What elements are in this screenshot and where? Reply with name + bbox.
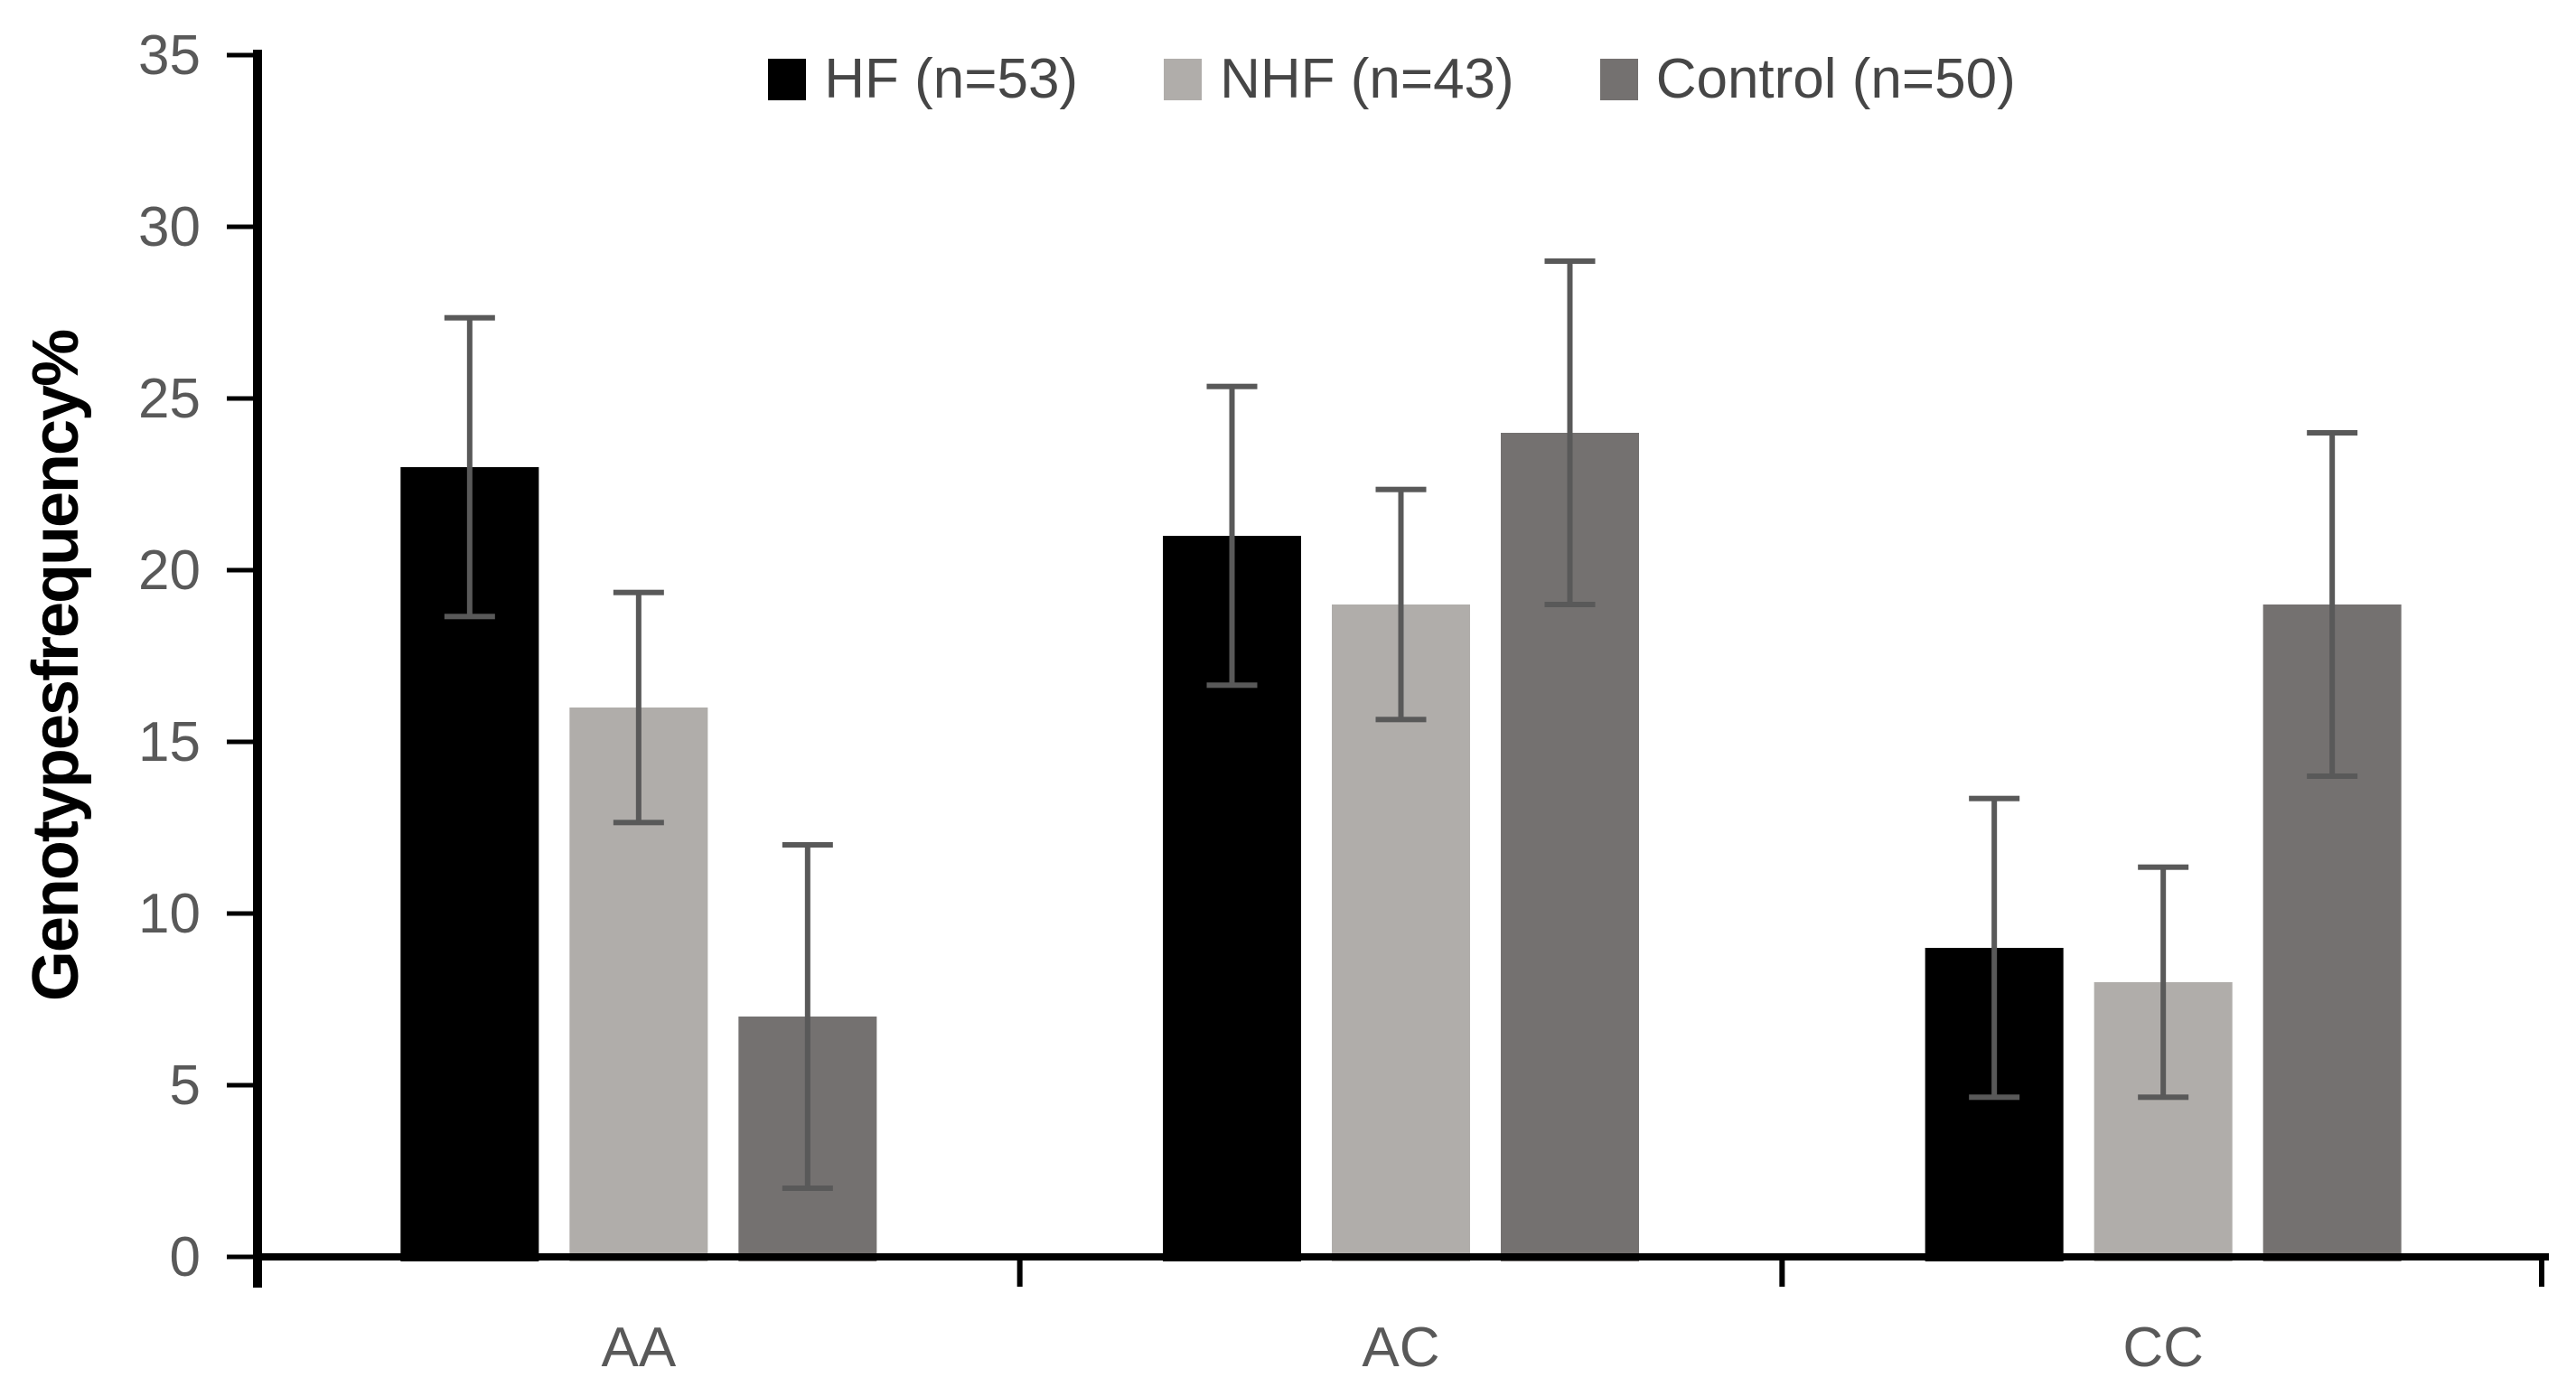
error-bar-cap-top bbox=[1206, 383, 1258, 389]
y-tick bbox=[227, 911, 253, 916]
y-tick-label: 25 bbox=[138, 368, 201, 430]
error-bar-line bbox=[635, 592, 642, 823]
y-axis-title: Genotypesfrequency% bbox=[20, 330, 92, 1001]
category-tick bbox=[1779, 1257, 1785, 1287]
error-bar-cap-bottom bbox=[782, 1186, 833, 1191]
legend-swatch-nhf bbox=[1164, 58, 1203, 100]
y-tick-label: 15 bbox=[138, 711, 201, 773]
y-tick bbox=[227, 224, 253, 230]
legend-item-hf: HF (n=53) bbox=[768, 47, 1078, 111]
error-bar-cap-top bbox=[782, 842, 833, 848]
y-tick-label: 35 bbox=[138, 24, 201, 87]
error-bar-cap-bottom bbox=[1206, 682, 1258, 689]
legend-label: NHF (n=43) bbox=[1220, 48, 1514, 110]
axis-layer bbox=[227, 50, 2549, 1288]
legend-item-control: Control (n=50) bbox=[1599, 47, 2016, 111]
legend-swatch-control bbox=[1599, 58, 1638, 100]
error-bar-cap-top bbox=[2138, 864, 2189, 870]
x-axis-line bbox=[253, 1253, 2549, 1260]
y-tick-label: 0 bbox=[170, 1226, 201, 1289]
error-bar-cap-bottom bbox=[2307, 773, 2358, 779]
category-tick bbox=[1016, 1257, 1023, 1287]
axis-labels-layer: 0 5 10 15 20 25 30 35 AA AC CC bbox=[138, 24, 2204, 1379]
error-bar-cap-top bbox=[2307, 430, 2358, 436]
legend: HF (n=53) NHF (n=43) Control (n=50) bbox=[0, 47, 2576, 111]
axis-end-tick bbox=[2539, 1257, 2544, 1287]
y-tick bbox=[227, 1254, 253, 1260]
y-tick bbox=[227, 739, 253, 745]
error-bar-cap-bottom bbox=[2138, 1094, 2189, 1101]
category-label-ac: AC bbox=[1362, 1317, 1439, 1379]
error-bar-cap-bottom bbox=[1969, 1094, 2020, 1101]
category-label-aa: AA bbox=[601, 1317, 676, 1379]
y-tick-label: 10 bbox=[138, 883, 201, 945]
error-bar-line bbox=[2160, 867, 2167, 1098]
legend-item-nhf: NHF (n=43) bbox=[1164, 47, 1514, 111]
error-bar-cap-top bbox=[444, 314, 495, 321]
error-bar-line bbox=[1567, 261, 1573, 604]
error-bars-layer bbox=[444, 258, 2358, 1191]
error-bar-line bbox=[466, 317, 473, 617]
legend-label: HF (n=53) bbox=[824, 48, 1079, 110]
y-tick bbox=[227, 567, 253, 573]
error-bar-line bbox=[2329, 433, 2336, 776]
y-tick bbox=[227, 1082, 253, 1088]
y-tick bbox=[227, 52, 253, 58]
error-bar-cap-top bbox=[613, 589, 664, 595]
y-tick-label: 20 bbox=[138, 539, 201, 602]
legend-swatch-hf bbox=[768, 58, 807, 100]
error-bar-cap-top bbox=[1375, 486, 1427, 492]
y-axis-line bbox=[253, 50, 262, 1288]
legend-label: Control (n=50) bbox=[1655, 48, 2016, 110]
error-bar-cap-bottom bbox=[1544, 602, 1596, 607]
y-tick-label: 30 bbox=[138, 196, 201, 258]
y-tick-label: 5 bbox=[170, 1054, 201, 1117]
error-bar-line bbox=[804, 845, 810, 1188]
error-bar-cap-top bbox=[1544, 258, 1596, 264]
error-bar-cap-bottom bbox=[613, 820, 664, 826]
error-bar-line bbox=[1991, 798, 1998, 1098]
error-bar-cap-bottom bbox=[444, 614, 495, 620]
category-label-cc: CC bbox=[2122, 1317, 2204, 1379]
y-tick bbox=[227, 396, 253, 401]
error-bar-cap-top bbox=[1969, 795, 2020, 801]
error-bar-line bbox=[1398, 489, 1404, 720]
error-bar-line bbox=[1229, 386, 1235, 686]
error-bar-cap-bottom bbox=[1375, 717, 1427, 723]
